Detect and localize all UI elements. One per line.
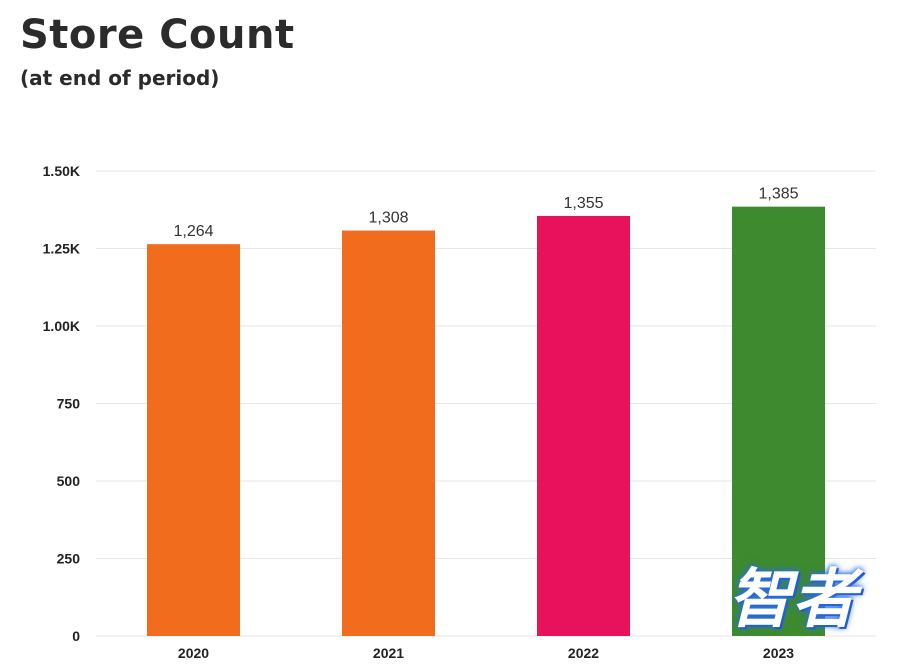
chart-subtitle: (at end of period) <box>20 66 220 90</box>
y-tick-label: 750 <box>57 396 81 412</box>
x-tick-label: 2022 <box>568 645 599 661</box>
value-labels: 1,264 1,308 1,355 1,385 <box>173 186 798 241</box>
chart-title: Store Count <box>20 12 295 58</box>
x-axis-ticks: 2020 2021 2022 2023 <box>178 645 794 661</box>
bar <box>147 244 240 636</box>
data-label: 1,308 <box>368 210 408 227</box>
y-tick-label: 1.50K <box>43 163 80 179</box>
x-tick-label: 2021 <box>373 645 404 661</box>
y-tick-label: 250 <box>57 551 81 567</box>
data-label: 1,385 <box>758 186 798 203</box>
x-tick-label: 2023 <box>763 645 794 661</box>
y-tick-label: 0 <box>72 628 80 644</box>
y-tick-label: 1.25K <box>43 241 80 257</box>
bar <box>537 215 630 636</box>
y-axis-ticks: 0 250 500 750 1.00K 1.25K 1.50K <box>43 163 81 644</box>
data-label: 1,355 <box>563 195 603 212</box>
bar <box>342 230 435 636</box>
data-label: 1,264 <box>173 223 213 240</box>
y-tick-label: 1.00K <box>43 318 80 334</box>
x-tick-label: 2020 <box>178 645 209 661</box>
bars <box>147 206 825 636</box>
y-tick-label: 500 <box>57 473 81 489</box>
bar <box>732 206 825 636</box>
